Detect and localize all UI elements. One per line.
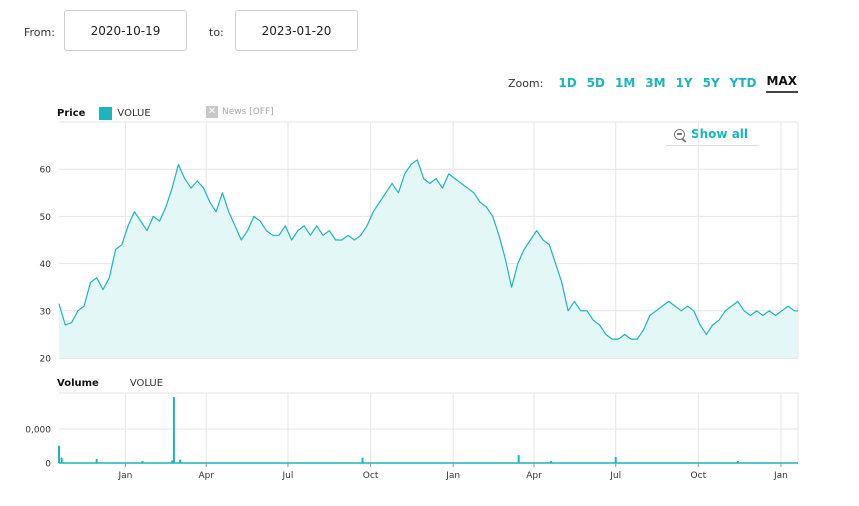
volume-title: Volume (57, 378, 99, 389)
zoom-1m-button[interactable]: 1M (614, 76, 636, 90)
x-tick-label: Oct (691, 471, 707, 481)
volume-bar (361, 457, 364, 463)
price-legend: Price VOLUE (57, 107, 151, 120)
x-tick-label: Jul (282, 471, 294, 481)
zoom-3m-button[interactable]: 3M (645, 76, 666, 90)
volume-bar (517, 455, 520, 463)
zoom-label: Zoom: (507, 76, 544, 90)
news-label: News [OFF] (222, 107, 274, 117)
zoom-5d-button[interactable]: 5D (586, 76, 605, 90)
zoom-1d-button[interactable]: 1D (558, 76, 577, 90)
zoom-5y-button[interactable]: 5Y (702, 76, 720, 90)
price-plot[interactable] (58, 159, 798, 358)
price-y-tick-label: 30 (40, 307, 52, 317)
volume-bar (179, 459, 182, 463)
volume-bar (171, 460, 174, 463)
from-label: From: (24, 26, 55, 39)
zoom-max-button[interactable]: MAX (765, 74, 798, 93)
price-y-tick-label: 20 (40, 355, 52, 365)
axes: 20 30 40 50 60 Jan Apr Jul Oct Jan Apr Jul Oct Jan 0 0,… (25, 166, 788, 481)
volume-y-tick-label: 0 (45, 460, 51, 470)
price-line (58, 159, 798, 340)
series-swatch[interactable] (99, 107, 113, 120)
price-title: Price (57, 108, 86, 119)
volume-bar (95, 459, 98, 463)
x-tick-label: Jan (118, 471, 133, 481)
show-all-label: Show all (691, 127, 749, 141)
zoom-1y-button[interactable]: 1Y (675, 76, 693, 90)
show-all-button[interactable]: Show all (666, 123, 759, 146)
volume-series-name: VOLUE (129, 378, 164, 389)
volume-y-tick-label: 0,000 (25, 426, 51, 436)
close-icon: ✕ (206, 106, 218, 118)
volume-legend: Volume VOLUE (57, 378, 163, 389)
volume-plot[interactable] (58, 397, 798, 464)
volume-bar (58, 445, 60, 463)
zoom-ytd-button[interactable]: YTD (729, 76, 757, 90)
x-tick-label: Oct (363, 471, 379, 481)
volume-bar (60, 457, 63, 463)
to-label: to: (209, 26, 224, 39)
price-y-tick-label: 40 (40, 260, 52, 270)
x-tick-label: Jan (445, 471, 460, 481)
news-toggle[interactable]: ✕ News [OFF] (206, 106, 274, 118)
volume-bar (736, 461, 739, 463)
price-y-tick-label: 50 (40, 213, 52, 223)
from-date-input[interactable]: 2020-10-19 (64, 10, 187, 51)
zoom-selector: Zoom: 1D 5D 1M 3M 1Y 5Y YTD MAX (508, 72, 798, 94)
x-tick-label: Jan (773, 471, 788, 481)
to-date-input[interactable]: 2023-01-20 (235, 10, 358, 51)
x-tick-label: Apr (198, 471, 214, 481)
x-tick-label: Apr (526, 471, 542, 481)
price-area (59, 159, 798, 358)
zoom-out-icon (674, 128, 685, 140)
price-y-tick-label: 60 (40, 166, 52, 176)
volume-bar (550, 461, 553, 463)
x-tick-label: Jul (609, 471, 621, 481)
volume-bar (172, 397, 175, 463)
volume-bar (614, 457, 617, 463)
volume-bar (141, 461, 144, 463)
series-name[interactable]: VOLUE (117, 108, 151, 119)
